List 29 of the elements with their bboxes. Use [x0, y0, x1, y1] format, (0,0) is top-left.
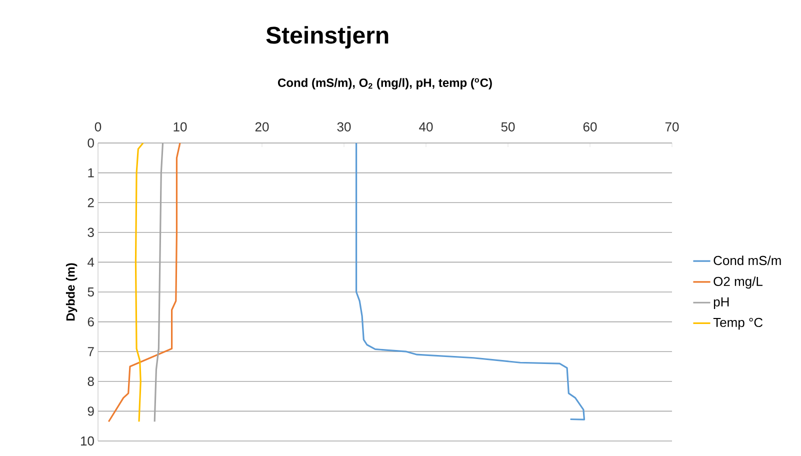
y-tick-label: 3 [88, 228, 94, 238]
y-tick-label: 6 [88, 317, 94, 326]
x-tick-label: 60 [583, 122, 597, 132]
legend-label: pH [714, 297, 729, 310]
x-tick-label: 0 [94, 122, 102, 132]
x-tick-label: 10 [174, 122, 187, 132]
x-tick-label: 70 [665, 122, 679, 132]
y-tick-label: 10 [81, 436, 94, 446]
y-axis-title: Dybde (m) [66, 263, 78, 321]
x-axis-title: Cond (mS/m), O$_{2}$ (mg/l), pH, temp ($^{o}$C) [278, 78, 492, 90]
y-tick-label: 0 [88, 138, 94, 148]
x-tick-label: 40 [419, 122, 433, 132]
x-tick-label: 30 [337, 122, 351, 132]
y-tick-label: 4 [88, 258, 94, 267]
legend-label: O2 mg/L [714, 276, 763, 289]
line-series [134, 143, 144, 422]
line-series [108, 143, 181, 422]
legend-label: Cond mS/m [714, 256, 781, 266]
y-tick-label: 5 [88, 287, 94, 297]
y-tick-label: 9 [88, 406, 94, 416]
y-tick-label: 7 [88, 347, 94, 356]
x-tick-label: 20 [255, 122, 269, 132]
y-tick-label: 2 [88, 198, 94, 208]
line-series [356, 143, 586, 420]
y-tick-label: 8 [88, 376, 94, 386]
x-tick-label: 50 [501, 122, 515, 132]
chart-title: Steinstjern [266, 26, 388, 48]
y-tick-label: 1 [88, 168, 94, 178]
legend-label: Temp °C [713, 318, 763, 330]
